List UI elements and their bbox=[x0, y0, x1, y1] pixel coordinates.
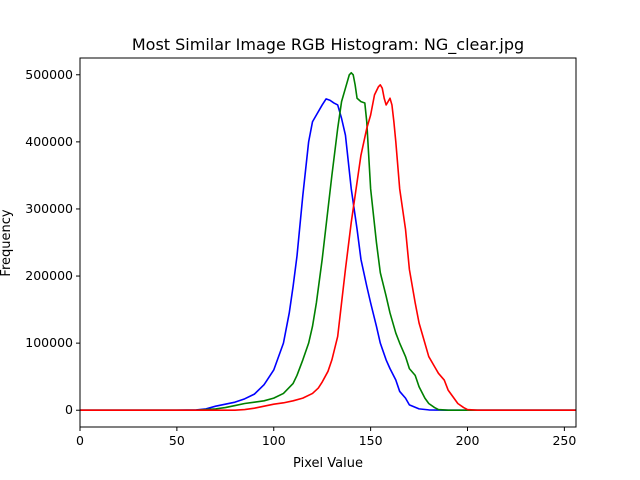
series-line-2 bbox=[80, 84, 576, 412]
y-tick-label-1: 100000 bbox=[25, 335, 73, 350]
y-tick-label-4: 400000 bbox=[25, 134, 73, 149]
x-tick-label-1: 50 bbox=[169, 433, 185, 448]
chart-title: Most Similar Image RGB Histogram: NG_cle… bbox=[132, 35, 524, 55]
x-tick-label-5: 250 bbox=[552, 433, 576, 448]
y-axis-ticks: 0 100000 200000 300000 400000 500000 bbox=[25, 67, 80, 417]
x-axis-label: Pixel Value bbox=[293, 456, 363, 471]
x-tick-label-2: 100 bbox=[262, 433, 286, 448]
x-tick-label-3: 150 bbox=[359, 433, 383, 448]
series-line-0 bbox=[80, 98, 576, 412]
x-tick-label-0: 0 bbox=[76, 433, 84, 448]
plot-frame bbox=[79, 57, 577, 428]
series-line-1 bbox=[80, 71, 576, 412]
y-tick-label-2: 200000 bbox=[25, 268, 73, 283]
y-axis-label: Frequency bbox=[0, 209, 14, 276]
x-axis-ticks: 0 50 100 150 200 250 bbox=[76, 427, 576, 448]
y-tick-label-0: 0 bbox=[65, 402, 73, 417]
series-layer bbox=[80, 71, 576, 412]
y-tick-label-3: 300000 bbox=[25, 201, 73, 216]
y-tick-label-5: 500000 bbox=[25, 67, 73, 82]
x-tick-label-4: 200 bbox=[456, 433, 480, 448]
